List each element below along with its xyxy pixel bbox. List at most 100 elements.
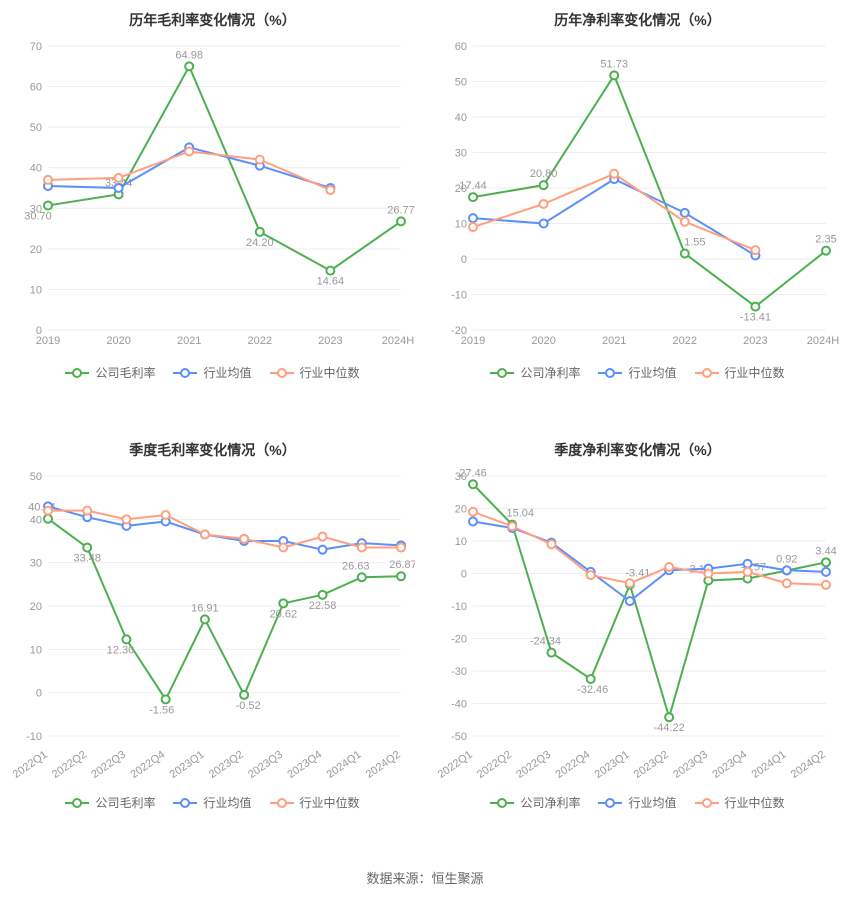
legend-item[interactable]: 行业均值	[173, 364, 251, 381]
chart-legend: 公司净利率 行业均值 行业中位数	[435, 364, 840, 381]
svg-text:60: 60	[455, 41, 467, 53]
svg-text:60: 60	[30, 82, 42, 94]
svg-text:51.73: 51.73	[600, 58, 628, 70]
svg-text:1.55: 1.55	[684, 236, 705, 248]
svg-text:-13.41: -13.41	[740, 312, 771, 324]
legend-item[interactable]: 公司毛利率	[65, 794, 155, 811]
chart-legend: 公司净利率 行业均值 行业中位数	[435, 794, 840, 811]
svg-text:50: 50	[30, 122, 42, 134]
chart-title: 季度净利率变化情况（%）	[435, 440, 840, 460]
svg-text:2022Q3: 2022Q3	[89, 749, 128, 781]
legend-item[interactable]: 行业均值	[173, 794, 251, 811]
svg-text:15.04: 15.04	[506, 508, 534, 520]
chart-legend: 公司毛利率 行业均值 行业中位数	[10, 794, 415, 811]
legend-item[interactable]: 行业中位数	[695, 794, 785, 811]
svg-text:2021: 2021	[602, 335, 626, 347]
svg-text:0.92: 0.92	[776, 554, 797, 566]
svg-text:2023Q1: 2023Q1	[593, 749, 632, 781]
legend-item[interactable]: 公司毛利率	[65, 364, 155, 381]
legend-item[interactable]: 行业均值	[598, 794, 676, 811]
svg-text:20.80: 20.80	[530, 168, 558, 180]
svg-text:30: 30	[30, 558, 42, 570]
svg-text:30.70: 30.70	[24, 210, 52, 222]
svg-text:-3.41: -3.41	[625, 568, 650, 580]
svg-text:0: 0	[36, 688, 42, 700]
svg-text:-50: -50	[451, 731, 467, 743]
svg-text:10: 10	[30, 284, 42, 296]
svg-text:14.64: 14.64	[317, 276, 345, 288]
chart-canvas: -20-100102030405060201920202021202220232…	[435, 36, 840, 356]
svg-text:-30: -30	[451, 666, 467, 678]
svg-text:26.63: 26.63	[342, 560, 370, 572]
svg-text:2022Q4: 2022Q4	[128, 749, 167, 781]
svg-text:2.35: 2.35	[815, 234, 836, 246]
svg-text:2022Q1: 2022Q1	[436, 749, 475, 781]
svg-text:2023Q2: 2023Q2	[632, 749, 671, 781]
svg-text:70: 70	[30, 41, 42, 53]
svg-text:2021: 2021	[177, 335, 201, 347]
chart-title: 历年毛利率变化情况（%）	[10, 10, 415, 30]
svg-text:0: 0	[461, 254, 467, 266]
svg-text:-40: -40	[451, 699, 467, 711]
svg-text:16.91: 16.91	[191, 602, 219, 614]
svg-text:26.77: 26.77	[387, 204, 415, 216]
chart-legend: 公司毛利率 行业均值 行业中位数	[10, 364, 415, 381]
svg-text:2022: 2022	[673, 335, 697, 347]
chart-title: 历年净利率变化情况（%）	[435, 10, 840, 30]
svg-text:2022Q3: 2022Q3	[514, 749, 553, 781]
panel-bottom-right: 季度净利率变化情况（%） -50-40-30-20-1001020302022Q…	[425, 430, 850, 860]
svg-text:50: 50	[455, 77, 467, 89]
svg-text:33.48: 33.48	[73, 553, 101, 565]
svg-text:10: 10	[30, 644, 42, 656]
svg-text:2024Q2: 2024Q2	[364, 749, 403, 781]
legend-label: 行业中位数	[725, 794, 785, 811]
svg-text:2019: 2019	[36, 335, 60, 347]
svg-text:10: 10	[455, 219, 467, 231]
legend-item[interactable]: 公司净利率	[490, 364, 580, 381]
svg-text:12.30: 12.30	[107, 644, 135, 656]
legend-label: 行业均值	[628, 364, 676, 381]
legend-label: 行业中位数	[725, 364, 785, 381]
svg-text:2019: 2019	[461, 335, 485, 347]
legend-item[interactable]: 行业均值	[598, 364, 676, 381]
svg-text:26.87: 26.87	[389, 559, 415, 571]
svg-text:2022Q1: 2022Q1	[11, 749, 50, 781]
panel-bottom-left: 季度毛利率变化情况（%） -10010203040502022Q12022Q22…	[0, 430, 425, 860]
svg-text:-1.56: -1.56	[149, 704, 174, 716]
legend-item[interactable]: 行业中位数	[695, 364, 785, 381]
svg-text:-20: -20	[451, 634, 467, 646]
svg-text:2020: 2020	[106, 335, 130, 347]
svg-text:2022: 2022	[248, 335, 272, 347]
svg-text:10: 10	[455, 536, 467, 548]
svg-text:-10: -10	[26, 731, 42, 743]
svg-text:-24.34: -24.34	[530, 636, 561, 648]
svg-text:22.58: 22.58	[309, 600, 337, 612]
svg-text:2024H1: 2024H1	[382, 335, 415, 347]
chart-canvas: 010203040506070201920202021202220232024H…	[10, 36, 415, 356]
chart-canvas: -10010203040502022Q12022Q22022Q32022Q420…	[10, 466, 415, 786]
svg-text:2023Q4: 2023Q4	[285, 749, 324, 781]
legend-item[interactable]: 公司净利率	[490, 794, 580, 811]
svg-text:27.46: 27.46	[459, 467, 487, 479]
svg-text:20: 20	[455, 504, 467, 516]
svg-text:-0.52: -0.52	[236, 700, 261, 712]
svg-text:-10: -10	[451, 601, 467, 613]
svg-text:40: 40	[455, 112, 467, 124]
svg-text:20: 20	[30, 244, 42, 256]
svg-text:2023Q1: 2023Q1	[168, 749, 207, 781]
svg-text:30: 30	[455, 148, 467, 160]
legend-item[interactable]: 行业中位数	[270, 794, 360, 811]
chart-canvas: -50-40-30-20-1001020302022Q12022Q22022Q3…	[435, 466, 840, 786]
svg-text:0: 0	[461, 569, 467, 581]
svg-text:2023: 2023	[318, 335, 342, 347]
svg-text:2023: 2023	[743, 335, 767, 347]
charts-grid: 历年毛利率变化情况（%） 0 10 20 30 40 50 60 70 2019 2020 2021…	[0, 0, 850, 860]
svg-text:-32.46: -32.46	[577, 684, 608, 696]
panel-top-right: 历年净利率变化情况（%） -20-10010203040506020192020…	[425, 0, 850, 430]
panel-top-left: 历年毛利率变化情况（%） 010203040506070201920202021…	[0, 0, 425, 430]
svg-text:64.98: 64.98	[175, 49, 203, 61]
svg-text:2023Q2: 2023Q2	[207, 749, 246, 781]
legend-item[interactable]: 行业中位数	[270, 364, 360, 381]
legend-label: 行业均值	[628, 794, 676, 811]
svg-text:24.20: 24.20	[246, 237, 274, 249]
